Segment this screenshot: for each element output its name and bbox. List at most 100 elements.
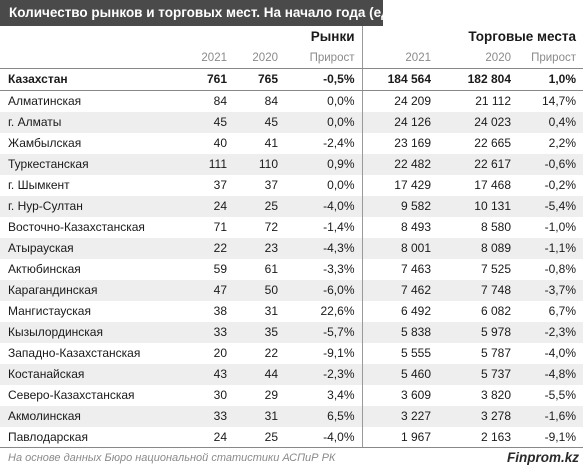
- places-2021: 3 609: [361, 385, 438, 406]
- markets-2021: 40: [213, 136, 227, 150]
- markets-2021: 24: [178, 196, 234, 217]
- places-growth: -0,8%: [544, 262, 576, 276]
- data-table: Рынки Торговые места 2021 2020 Прирост 2…: [0, 26, 583, 448]
- region-name: Восточно-Казахстанская: [8, 220, 145, 234]
- places-2021: 22 482: [361, 154, 438, 175]
- table-title: Количество рынков и торговых мест. На на…: [0, 0, 398, 26]
- region-name: г. Алматы: [0, 112, 178, 133]
- region-name: Карагандинская: [0, 280, 178, 301]
- places-growth: -4,8%: [518, 364, 583, 385]
- header-markets-2021: 2021: [178, 48, 234, 69]
- table-row: Мангистауская 38 31 22,6% 6 492 6 082 6,7%: [0, 301, 583, 322]
- markets-2020: 37: [264, 178, 278, 192]
- places-2020: 17 468: [474, 178, 511, 192]
- markets-2021: 22: [178, 238, 234, 259]
- places-2021: 5 838: [361, 322, 438, 343]
- places-growth: -1,6%: [518, 406, 583, 427]
- places-2021: 1 967: [361, 427, 438, 448]
- brand-logo-text: Finprom.kz: [506, 450, 579, 465]
- markets-2021: 33: [178, 322, 234, 343]
- markets-2021: 43: [178, 364, 234, 385]
- markets-2020: 23: [234, 238, 285, 259]
- table-row: Акмолинская 33 31 6,5% 3 227 3 278 -1,6%: [0, 406, 583, 427]
- table-row: Туркестанская 111 110 0,9% 22 482 22 617 -0,6%: [0, 154, 583, 175]
- source-note: На основе данных Бюро национальной стати…: [8, 452, 336, 464]
- places-2020: 5 737: [438, 364, 518, 385]
- region-name: Туркестанская: [0, 154, 178, 175]
- places-growth: -9,1%: [544, 430, 576, 444]
- markets-2021: 33: [178, 406, 234, 427]
- places-2020: 6 082: [480, 304, 511, 318]
- region-name: г. Шымкент: [8, 178, 70, 192]
- markets-2021: 59: [213, 262, 227, 276]
- places-growth: -3,7%: [518, 280, 583, 301]
- places-2021: 5 555: [361, 343, 438, 364]
- table-row: г. Нур-Султан 24 25 -4,0% 9 582 10 131 -5,4%: [0, 196, 583, 217]
- markets-2021: 761: [178, 68, 234, 91]
- places-growth: -2,3%: [518, 322, 583, 343]
- places-2020: 7 748: [438, 280, 518, 301]
- markets-2020: 44: [234, 364, 285, 385]
- places-growth: -5,4%: [518, 196, 583, 217]
- places-2020: 3 278: [438, 406, 518, 427]
- markets-growth: 0,0%: [285, 112, 362, 133]
- places-growth: -1,1%: [518, 238, 583, 259]
- places-2021: 24 126: [361, 112, 438, 133]
- places-2020: 182 804: [438, 68, 518, 91]
- header-markets-2020: 2020: [234, 48, 285, 69]
- places-2021: 8 001: [361, 238, 438, 259]
- places-2021: 23 169: [361, 133, 438, 154]
- markets-2021: 45: [178, 112, 234, 133]
- table-row: Восточно-Казахстанская 71 72 -1,4% 8 493 8 58…: [0, 217, 583, 238]
- places-2020: 22 617: [438, 154, 518, 175]
- places-2020: 8 580: [480, 220, 511, 234]
- places-2020: 22 665: [474, 136, 511, 150]
- markets-growth: -4,3%: [285, 238, 362, 259]
- markets-2021: 71: [213, 220, 227, 234]
- places-2021: 5 460: [361, 364, 438, 385]
- markets-2020: 31: [264, 304, 278, 318]
- header-markets: Рынки: [310, 29, 355, 44]
- table-row: Костанайская 43 44 -2,3% 5 460 5 737 -4,8%: [0, 364, 583, 385]
- places-2020: 5 978: [438, 322, 518, 343]
- markets-2021: 20: [213, 346, 227, 360]
- places-2021: 6 492: [361, 301, 438, 322]
- markets-2021: 47: [178, 280, 234, 301]
- markets-growth: -1,4%: [323, 220, 355, 234]
- header-markets-growth: Прирост: [285, 48, 362, 69]
- region-name: Актюбинская: [8, 262, 81, 276]
- places-2021: 17 429: [361, 175, 438, 196]
- markets-growth: -2,3%: [285, 364, 362, 385]
- markets-growth: 0,0%: [327, 178, 355, 192]
- markets-growth: 6,5%: [285, 406, 362, 427]
- header-empty: [0, 26, 178, 48]
- places-2020: 7 525: [480, 262, 511, 276]
- table-row: г. Шымкент 37 37 0,0% 17 429 17 468 -0,2%: [0, 175, 583, 196]
- sub-header-row: 2021 2020 Прирост 2021 2020 Прирост: [0, 48, 583, 69]
- places-2020: 2 163: [480, 430, 511, 444]
- table-row: Западно-Казахстанская 20 22 -9,1% 5 555 5 787…: [0, 343, 583, 364]
- table-row: Карагандинская 47 50 -6,0% 7 462 7 748 -3,7%: [0, 280, 583, 301]
- markets-2020: 84: [264, 94, 278, 108]
- table-row: Атырауская 22 23 -4,3% 8 001 8 089 -1,1%: [0, 238, 583, 259]
- places-growth: 0,4%: [518, 112, 583, 133]
- markets-2020: 25: [234, 196, 285, 217]
- group-header-row: Рынки Торговые места: [0, 26, 583, 48]
- places-growth: -0,6%: [518, 154, 583, 175]
- markets-2020: 22: [264, 346, 278, 360]
- markets-growth: -4,0%: [323, 430, 355, 444]
- markets-2020: 35: [234, 322, 285, 343]
- places-growth: -5,5%: [544, 388, 576, 402]
- places-growth: -1,0%: [544, 220, 576, 234]
- markets-2020: 31: [234, 406, 285, 427]
- header-places: Торговые места: [468, 29, 576, 44]
- region-name: Павлодарская: [8, 430, 88, 444]
- places-growth: 2,2%: [548, 136, 576, 150]
- markets-2021: 30: [213, 388, 227, 402]
- markets-growth: -4,0%: [285, 196, 362, 217]
- table-row: г. Алматы 45 45 0,0% 24 126 24 023 0,4%: [0, 112, 583, 133]
- markets-2021: 84: [213, 94, 227, 108]
- region-name: Казахстан: [0, 68, 178, 91]
- markets-growth: -2,4%: [323, 136, 355, 150]
